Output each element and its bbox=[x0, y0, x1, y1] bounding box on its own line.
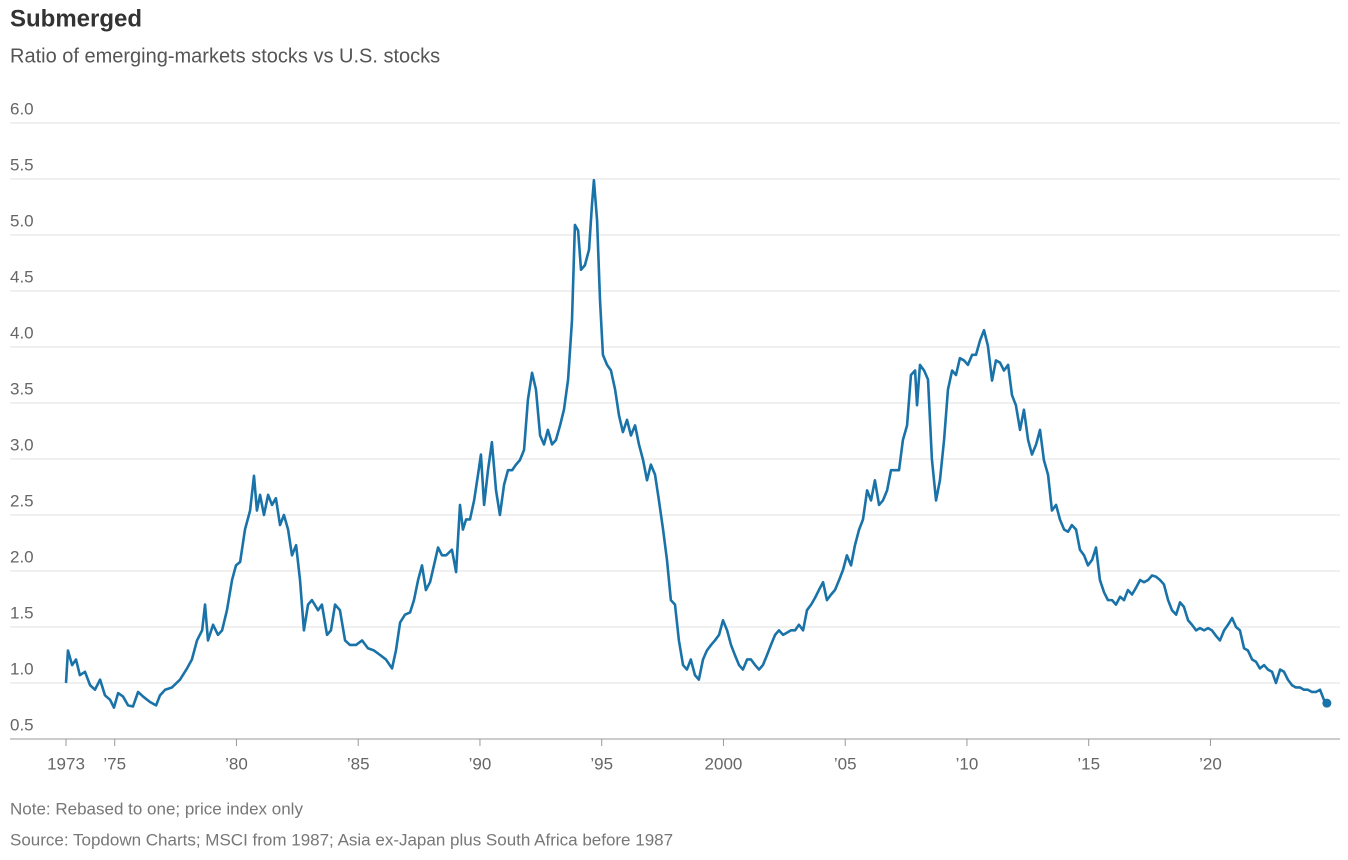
end-point bbox=[1322, 698, 1332, 708]
x-tick-label: ’75 bbox=[103, 754, 126, 773]
y-tick-label: 2.5 bbox=[10, 491, 34, 510]
x-tick-label: ’20 bbox=[1199, 754, 1222, 773]
y-tick-label: 4.5 bbox=[10, 267, 34, 286]
y-tick-label: 2.0 bbox=[10, 547, 34, 566]
y-tick-label: 4.0 bbox=[10, 323, 34, 342]
y-tick-label: 3.0 bbox=[10, 435, 34, 454]
x-tick-label: ’90 bbox=[469, 754, 492, 773]
y-tick-label: 0.5 bbox=[10, 715, 34, 734]
y-tick-label: 1.0 bbox=[10, 659, 34, 678]
x-tick-label: ’85 bbox=[347, 754, 370, 773]
x-tick-label: 2000 bbox=[705, 754, 743, 773]
y-tick-label: 5.0 bbox=[10, 211, 34, 230]
x-tick-label: ’95 bbox=[590, 754, 613, 773]
y-tick-label: 6.0 bbox=[10, 99, 34, 118]
x-tick-label: ’05 bbox=[834, 754, 857, 773]
chart-title: Submerged bbox=[10, 5, 142, 32]
source: Source: Topdown Charts; MSCI from 1987; … bbox=[10, 830, 673, 849]
x-tick-label: 1973 bbox=[47, 754, 85, 773]
x-tick-label: ’15 bbox=[1077, 754, 1100, 773]
x-tick-label: ’10 bbox=[956, 754, 979, 773]
chart-subtitle: Ratio of emerging-markets stocks vs U.S.… bbox=[10, 45, 440, 67]
x-tick-label: ’80 bbox=[225, 754, 248, 773]
y-tick-label: 5.5 bbox=[10, 155, 34, 174]
line-series bbox=[64, 178, 1328, 709]
note: Note: Rebased to one; price index only bbox=[10, 799, 303, 818]
y-tick-label: 3.5 bbox=[10, 379, 34, 398]
y-tick-label: 1.5 bbox=[10, 603, 34, 622]
